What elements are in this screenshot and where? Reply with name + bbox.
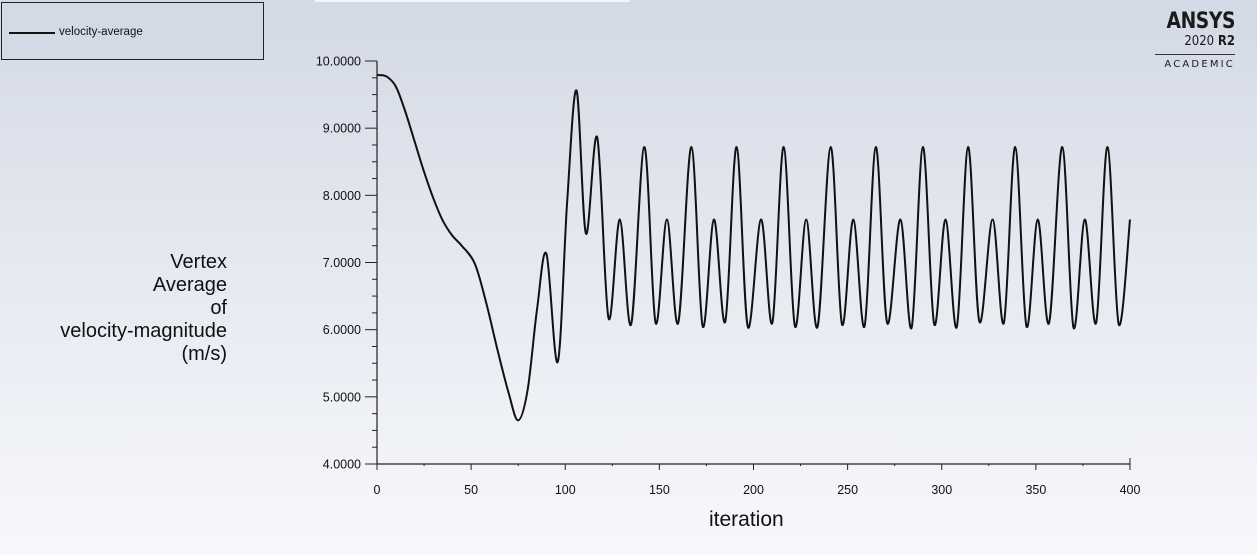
x-tick-label: 300 — [931, 483, 952, 497]
y-tick-label: 7.0000 — [323, 256, 361, 270]
x-tick-label: 150 — [649, 483, 670, 497]
logo-version-number: 2020 — [1184, 34, 1215, 49]
ansys-logo: ANSYS 2020 R2 ACADEMIC — [1115, 10, 1235, 70]
x-tick-label: 50 — [464, 483, 478, 497]
ticks — [365, 60, 1131, 470]
legend-line-swatch — [9, 32, 55, 34]
x-tick-label: 400 — [1120, 483, 1141, 497]
y-axis-label-line: of — [210, 297, 227, 319]
logo-edition: ACADEMIC — [1164, 59, 1235, 70]
x-tick-label: 250 — [837, 483, 858, 497]
logo-version-release: R2 — [1217, 34, 1235, 49]
legend-label: velocity-average — [59, 26, 143, 38]
axes — [376, 61, 1130, 465]
y-tick-label: 6.0000 — [323, 323, 361, 337]
x-tick-label: 200 — [743, 483, 764, 497]
y-axis-label: Vertex Average of velocity-magnitude (m/… — [60, 251, 227, 366]
top-strip — [315, 0, 630, 2]
series-line-velocity-average — [376, 74, 1131, 422]
x-axis-label: iteration — [709, 508, 784, 531]
y-tick-label: 8.0000 — [323, 189, 361, 203]
y-tick-label: 9.0000 — [323, 122, 361, 136]
y-axis-label-line: Vertex — [170, 251, 227, 273]
x-tick-label: 350 — [1025, 483, 1046, 497]
y-tick-label: 4.0000 — [323, 458, 361, 472]
x-tick-label: 0 — [374, 483, 381, 497]
logo-version: 2020 R2 — [1127, 34, 1235, 50]
y-axis-label-line: (m/s) — [181, 343, 227, 365]
logo-brand: ANSYS — [1166, 9, 1236, 34]
y-tick-label: 10.0000 — [316, 55, 361, 69]
x-tick-label: 100 — [555, 483, 576, 497]
y-axis-label-line: velocity-magnitude — [60, 320, 227, 342]
y-tick-label: 5.0000 — [323, 390, 361, 404]
tick-labels: 4.0000 5.0000 6.0000 7.0000 8.0000 9.0000 10.0… — [316, 55, 1141, 498]
y-axis-label-line: Average — [152, 274, 227, 296]
logo-divider — [1155, 54, 1235, 55]
legend[interactable]: velocity-average — [1, 2, 264, 60]
